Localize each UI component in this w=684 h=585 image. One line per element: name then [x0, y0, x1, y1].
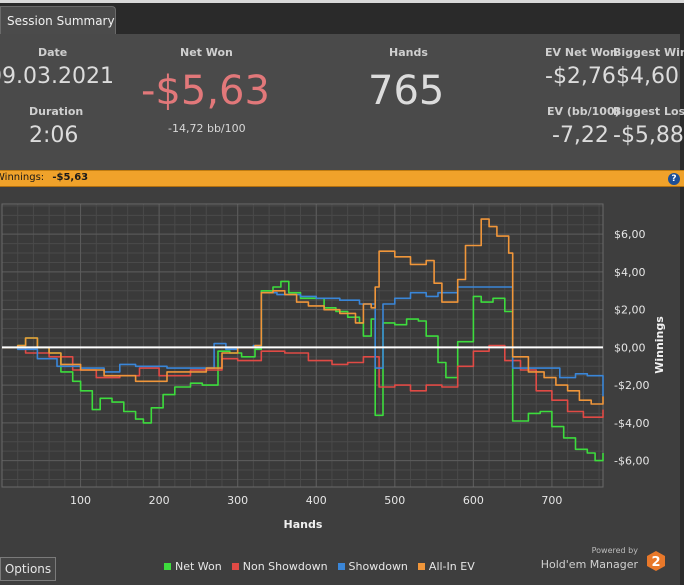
winnings-bar-text: Winnings: -$5,63	[0, 172, 88, 183]
ev-bb-value: -7,22	[552, 123, 609, 148]
hem2-logo-icon: 2	[647, 551, 665, 571]
x-tick-label: 300	[227, 494, 248, 507]
net-won-label: Net Won	[180, 46, 233, 59]
tab-strip: Session Summary	[0, 0, 684, 37]
ev-net-won-value: -$2,76	[545, 64, 616, 89]
branding: Powered by Hold'em Manager 2	[541, 544, 675, 580]
y-tick-label: -$2,00	[614, 379, 649, 392]
biggest-loss-label: Biggest Loss	[613, 105, 684, 118]
x-tick-label: 200	[149, 494, 170, 507]
biggest-loss-value: -$5,88	[613, 123, 684, 148]
legend-label: Net Won	[175, 560, 222, 573]
legend-swatch	[164, 563, 171, 570]
hem2-logo-text: 2	[651, 555, 660, 570]
series-line-all-in-ev	[2, 218, 604, 405]
legend-swatch	[231, 563, 239, 570]
plot-border	[1, 203, 604, 488]
legend-label: All-In EV	[428, 560, 475, 573]
y-tick-label: -$6,00	[614, 455, 649, 468]
legend-item: All-In EV	[417, 560, 475, 573]
help-icon[interactable]: ?	[668, 173, 680, 185]
hands-label: Hands	[389, 46, 428, 59]
ev-bb-label: EV (bb/100)	[547, 105, 620, 118]
duration-label: Duration	[29, 105, 84, 118]
legend-label: Showdown	[348, 560, 408, 573]
summary-panel: Date 09.03.2021 Duration 2:06 Net Won -$…	[0, 34, 684, 170]
legend-swatch	[337, 563, 345, 570]
chart-legend: Net Won Non Showdown Showdown All-In EV	[164, 560, 485, 574]
winnings-bar-label: Winnings:	[0, 172, 45, 183]
legend-item: Showdown	[337, 560, 408, 573]
winnings-bar-value: -$5,63	[52, 172, 89, 183]
duration-value: 2:06	[29, 123, 79, 148]
x-tick-label: 500	[384, 494, 405, 507]
series-line-net-won	[2, 280, 604, 462]
brand-name: Hold'em Manager	[540, 558, 638, 571]
y-tick-label: $6,00	[614, 228, 646, 241]
winnings-bar: Winnings: -$5,63 ?	[0, 170, 684, 187]
y-tick-label: $4,00	[614, 266, 646, 279]
date-value: 09.03.2021	[0, 64, 114, 89]
biggest-win-value: $4,60	[616, 64, 679, 89]
x-axis-title: Hands	[284, 518, 323, 531]
date-label: Date	[38, 46, 68, 59]
winnings-chart: 100 200 300 400 500 600 700 $6,00 $4,00 $2,00 $0,0…	[1, 203, 666, 531]
series-line-showdown	[2, 286, 604, 397]
hands-value: 765	[368, 68, 445, 114]
y-tick-label: $2,00	[614, 304, 646, 317]
x-tick-label: 700	[541, 494, 562, 507]
net-won-bb-per-100: -14,72 bb/100	[168, 122, 246, 135]
options-button[interactable]: Options	[0, 557, 56, 581]
tab-session-summary[interactable]: Session Summary	[0, 6, 116, 37]
y-tick-label: -$4,00	[614, 417, 649, 430]
legend-swatch	[417, 563, 425, 570]
winnings-chart-area: 100 200 300 400 500 600 700 $6,00 $4,00 $2,00 $0,0…	[0, 187, 680, 585]
legend-label: Non Showdown	[242, 560, 328, 573]
y-tick-label: $0,00	[614, 341, 646, 354]
net-won-value: -$5,63	[141, 68, 270, 114]
biggest-win-label: Biggest Win	[613, 46, 684, 59]
x-tick-label: 400	[306, 494, 327, 507]
legend-item: Non Showdown	[231, 560, 328, 573]
ev-net-won-label: EV Net Won	[545, 46, 618, 59]
x-tick-label: 100	[70, 494, 91, 507]
x-tick-label: 600	[463, 494, 484, 507]
legend-item: Net Won	[164, 560, 222, 573]
y-axis-title: Winnings	[653, 316, 666, 374]
powered-by-text: Powered by	[591, 546, 638, 555]
